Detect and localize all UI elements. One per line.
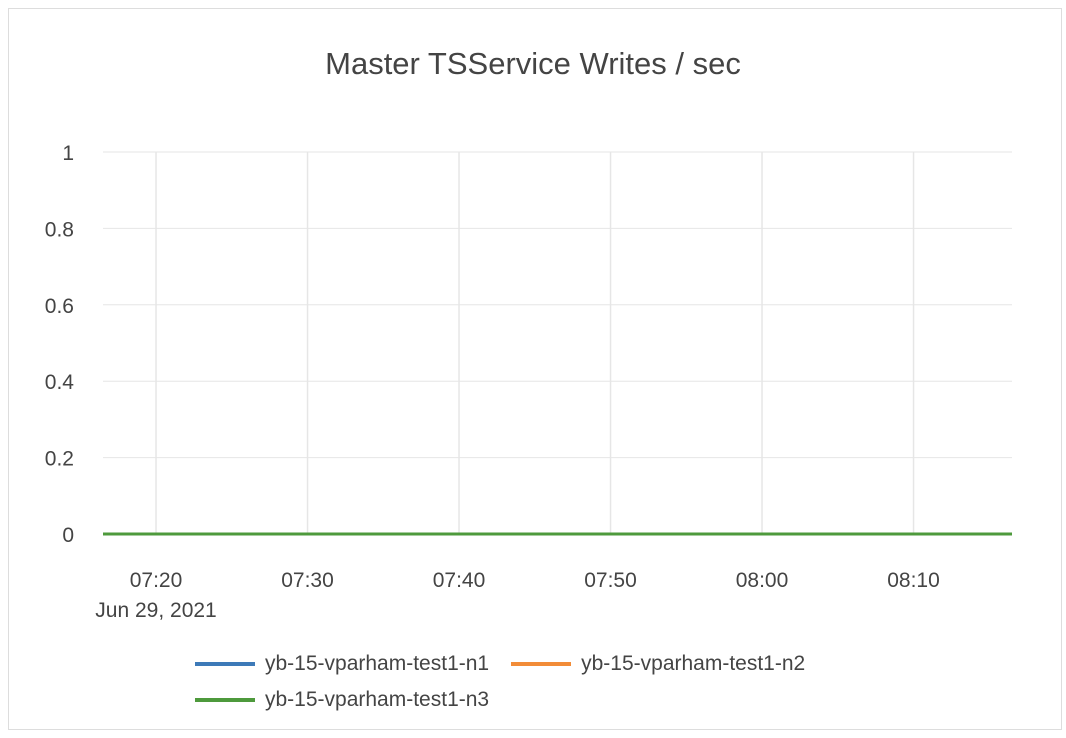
y-tick-label: 1 <box>62 142 74 165</box>
y-tick-label: 0.4 <box>45 371 75 394</box>
y-tick-label: 0 <box>62 524 74 547</box>
chart-title: Master TSService Writes / sec <box>325 46 741 81</box>
legend: yb-15-vparham-test1-n1 yb-15-vparham-test… <box>195 646 995 718</box>
x-tick-label: 07:50 <box>584 569 637 592</box>
legend-label: yb-15-vparham-test1-n3 <box>265 688 490 711</box>
legend-label: yb-15-vparham-test1-n1 <box>265 652 490 675</box>
legend-item[interactable]: yb-15-vparham-test1-n3 <box>195 682 489 718</box>
y-tick-label: 0.2 <box>45 448 74 471</box>
x-tick-label: 07:30 <box>281 569 334 592</box>
legend-item[interactable]: yb-15-vparham-test1-n1 <box>195 646 489 682</box>
x-tick-label: 08:00 <box>736 569 789 592</box>
x-tick-label: 07:20 <box>130 569 183 592</box>
y-tick-label: 0.8 <box>45 218 74 241</box>
y-tick-label: 0.6 <box>45 295 74 318</box>
legend-swatch <box>195 698 255 702</box>
legend-swatch <box>511 662 572 666</box>
legend-item[interactable]: yb-15-vparham-test1-n2 <box>511 646 805 682</box>
legend-label: yb-15-vparham-test1-n2 <box>581 652 806 675</box>
x-tick-date-label: Jun 29, 2021 <box>95 599 216 622</box>
x-tick-label: 08:10 <box>887 569 940 592</box>
x-tick-label: 07:40 <box>433 569 486 592</box>
legend-swatch <box>195 662 255 666</box>
chart-panel <box>8 8 1062 730</box>
